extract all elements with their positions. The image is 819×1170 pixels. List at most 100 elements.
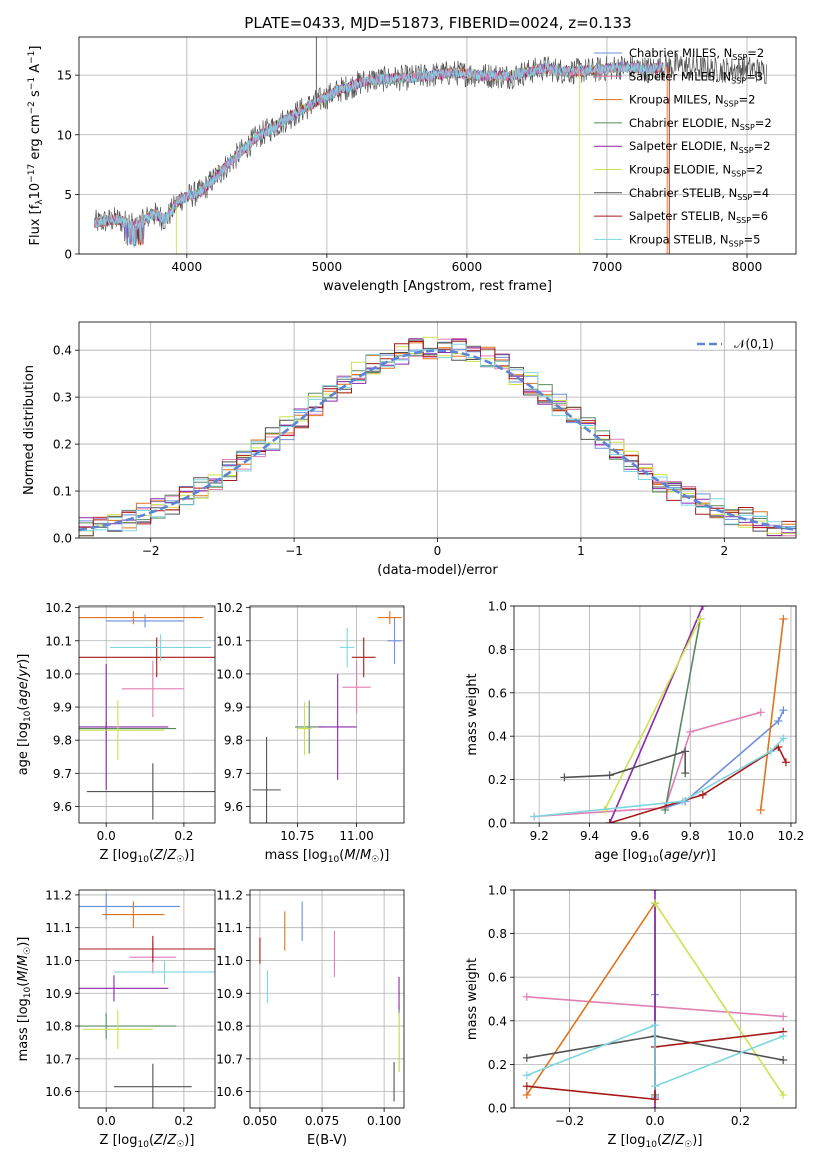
y-tick-label: 0.8: [488, 927, 507, 941]
legend-label: Salpeter STELIB, NSSP=6: [629, 209, 768, 225]
errorbar-kroupa-miles: [377, 610, 402, 625]
errorbar-chabrier-elodie: [79, 1012, 177, 1040]
legend-label: Chabrier MILES, NSSP=2: [629, 46, 764, 62]
spectrum-line-salpeter-stelib: [94, 60, 664, 246]
series-chabrier-stelib: [560, 747, 690, 782]
x-tick-label: 9.4: [580, 829, 599, 843]
y-tick-label: 0.0: [488, 817, 507, 831]
x-axis-label: (data-model)/error: [377, 563, 498, 578]
errorbar-chabrier-stelib: [86, 763, 215, 820]
errorbar-chabrier-miles: [106, 614, 184, 628]
y-tick-label: 0.6: [488, 686, 507, 700]
age-vs-mass-frame: [249, 605, 405, 824]
mass-weight-vs-age-plot-area: [530, 606, 790, 823]
spectrum-line-kroupa-stelib: [94, 61, 664, 246]
series-kroupa-stelib: [522, 1021, 788, 1091]
series-line: [534, 711, 761, 818]
x-tick-label: 0.2: [174, 829, 193, 843]
errorbar-kroupa-miles: [79, 610, 204, 625]
errorbar-kroupa-stelib: [113, 960, 215, 984]
x-tick-label: 4000: [172, 260, 203, 274]
x-tick-label: 10.2: [778, 829, 805, 843]
mass-weight-vs-age-frame: [513, 605, 797, 824]
y-tick-label: 11.2: [216, 888, 243, 902]
y-tick-label: 11.0: [216, 954, 243, 968]
x-tick-label: −2: [142, 544, 160, 558]
age-vs-Z-frame: [78, 605, 216, 824]
x-axis-label: mass [log10(M/M☉)]: [265, 848, 390, 865]
x-tick-label: 9.8: [681, 829, 700, 843]
x-tick-label: 0.050: [243, 1114, 277, 1128]
y-tick-label: 0.4: [488, 730, 507, 744]
spectrum-legend: Chabrier MILES, NSSP=2 Salpeter MILES, NS…: [594, 46, 772, 248]
normal-curve: [79, 349, 796, 532]
mass-vs-Z-panel: 0.0 0.2 10.6 10.7 10.8 10.9 11.0 11.1 11.2 Z [log…: [16, 888, 216, 1150]
residuals-panel: −2 −1 0 1 2 0.0 0.1 0.2 0.3 0.4 (data-model)/error…: [22, 321, 797, 578]
series-chabrier-elodie: [661, 615, 705, 814]
y-tick-label: 0.4: [488, 1014, 507, 1028]
x-tick-label: 0.100: [367, 1114, 401, 1128]
x-tick-label: 11.00: [339, 829, 373, 843]
y-tick-label: 10.8: [45, 1020, 72, 1034]
y-tick-label: 0.8: [488, 643, 507, 657]
y-tick-label: 0.0: [53, 532, 72, 546]
age-vs-Z-panel: 0.0 0.2 9.6 9.7 9.8 9.9 10.0 10.1 10.2 Z [log10(Z…: [16, 601, 216, 865]
spectrum-frame: [78, 36, 797, 255]
y-tick-label: 1.0: [488, 600, 507, 614]
errorbar-kroupa-elodie: [79, 700, 165, 761]
spectrum-line-chabrier-miles: [94, 61, 664, 246]
mass-weight-vs-Z-panel: −0.2 0.0 0.2 0.0 0.2 0.4 0.6 0.8 1.0 Z [log10(Z/Z…: [465, 884, 797, 1150]
y-tick-label: 11.1: [216, 921, 243, 935]
age-vs-mass-plot-area: [252, 610, 402, 823]
y-tick-label: 0.4: [53, 344, 72, 358]
figure-title: PLATE=0433, MJD=51873, FIBERID=0024, z=0…: [244, 14, 631, 32]
y-tick-label: 11.1: [45, 921, 72, 935]
series-kroupa-miles: [756, 615, 788, 814]
mass-vs-ebv-plot-area: [259, 901, 400, 1102]
series-line: [608, 606, 704, 823]
y-axis-label: mass weight: [465, 958, 480, 1040]
spectrum-line-kroupa-elodie: [94, 61, 664, 245]
x-tick-label: 2: [720, 544, 728, 558]
residuals-frame: [78, 321, 797, 539]
errorbar-chabrier-miles: [387, 617, 402, 664]
y-tick-label: 9.9: [224, 701, 243, 715]
y-tick-label: 10.8: [216, 1020, 243, 1034]
errorbar-salpeter-elodie: [79, 975, 169, 1002]
x-axis-label: Z [log10(Z/Z☉)]: [100, 848, 195, 865]
mass-vs-ebv-frame: [249, 889, 405, 1109]
x-tick-label: −0.2: [555, 1114, 584, 1128]
errorbar-salpeter-stelib: [351, 637, 376, 678]
errorbar-salpeter-miles: [342, 660, 371, 714]
y-tick-label: 10.7: [45, 1052, 72, 1066]
x-tick-label: −1: [285, 544, 303, 558]
spectrum-panel: 4000 5000 6000 7000 8000 0 5 10 15 wavelength [An…: [27, 36, 797, 294]
y-tick-label: 10.1: [45, 634, 72, 648]
legend-label: Kroupa MILES, NSSP=2: [629, 93, 755, 109]
mass-vs-ebv-panel: 0.050 0.075 0.100 10.6 10.7 10.8 10.9 11.0 11.1 1…: [216, 888, 405, 1148]
mass-weight-vs-Z-frame: [513, 889, 797, 1109]
series-line: [526, 1024, 784, 1088]
errorbar-salpeter-elodie: [318, 673, 357, 780]
x-axis-label: age [log10(age/yr)]: [594, 848, 716, 865]
y-tick-label: 10.9: [216, 987, 243, 1001]
errorbar-chabrier-stelib: [252, 736, 281, 823]
legend-label: Chabrier ELODIE, NSSP=2: [629, 116, 772, 132]
y-tick-label: 10.0: [45, 667, 72, 681]
mass-weight-vs-age-panel: 9.2 9.4 9.6 9.8 10.0 10.2 0.0 0.2 0.4 0.6 0.8 1.0 ag…: [465, 600, 804, 866]
y-axis-label: mass [log10(M/M☉)]: [16, 937, 33, 1062]
mass-vs-ebv-grid: [250, 890, 404, 1108]
x-tick-label: 0.2: [731, 1114, 750, 1128]
series-line: [609, 745, 787, 823]
x-axis-label: Z [log10(Z/Z☉)]: [100, 1133, 195, 1150]
x-tick-label: 10.0: [727, 829, 754, 843]
x-tick-label: 0.0: [645, 1114, 664, 1128]
legend-label: Kroupa ELODIE, NSSP=2: [629, 163, 763, 179]
histogram-chabrier-stelib: [79, 339, 796, 537]
legend-label: Kroupa STELIB, NSSP=5: [629, 232, 760, 248]
mass-vs-Z-plot-area: [79, 893, 215, 1108]
y-tick-label: 15: [57, 69, 72, 83]
y-tick-label: 10.1: [216, 634, 243, 648]
errorbar-kroupa-stelib: [340, 627, 355, 668]
